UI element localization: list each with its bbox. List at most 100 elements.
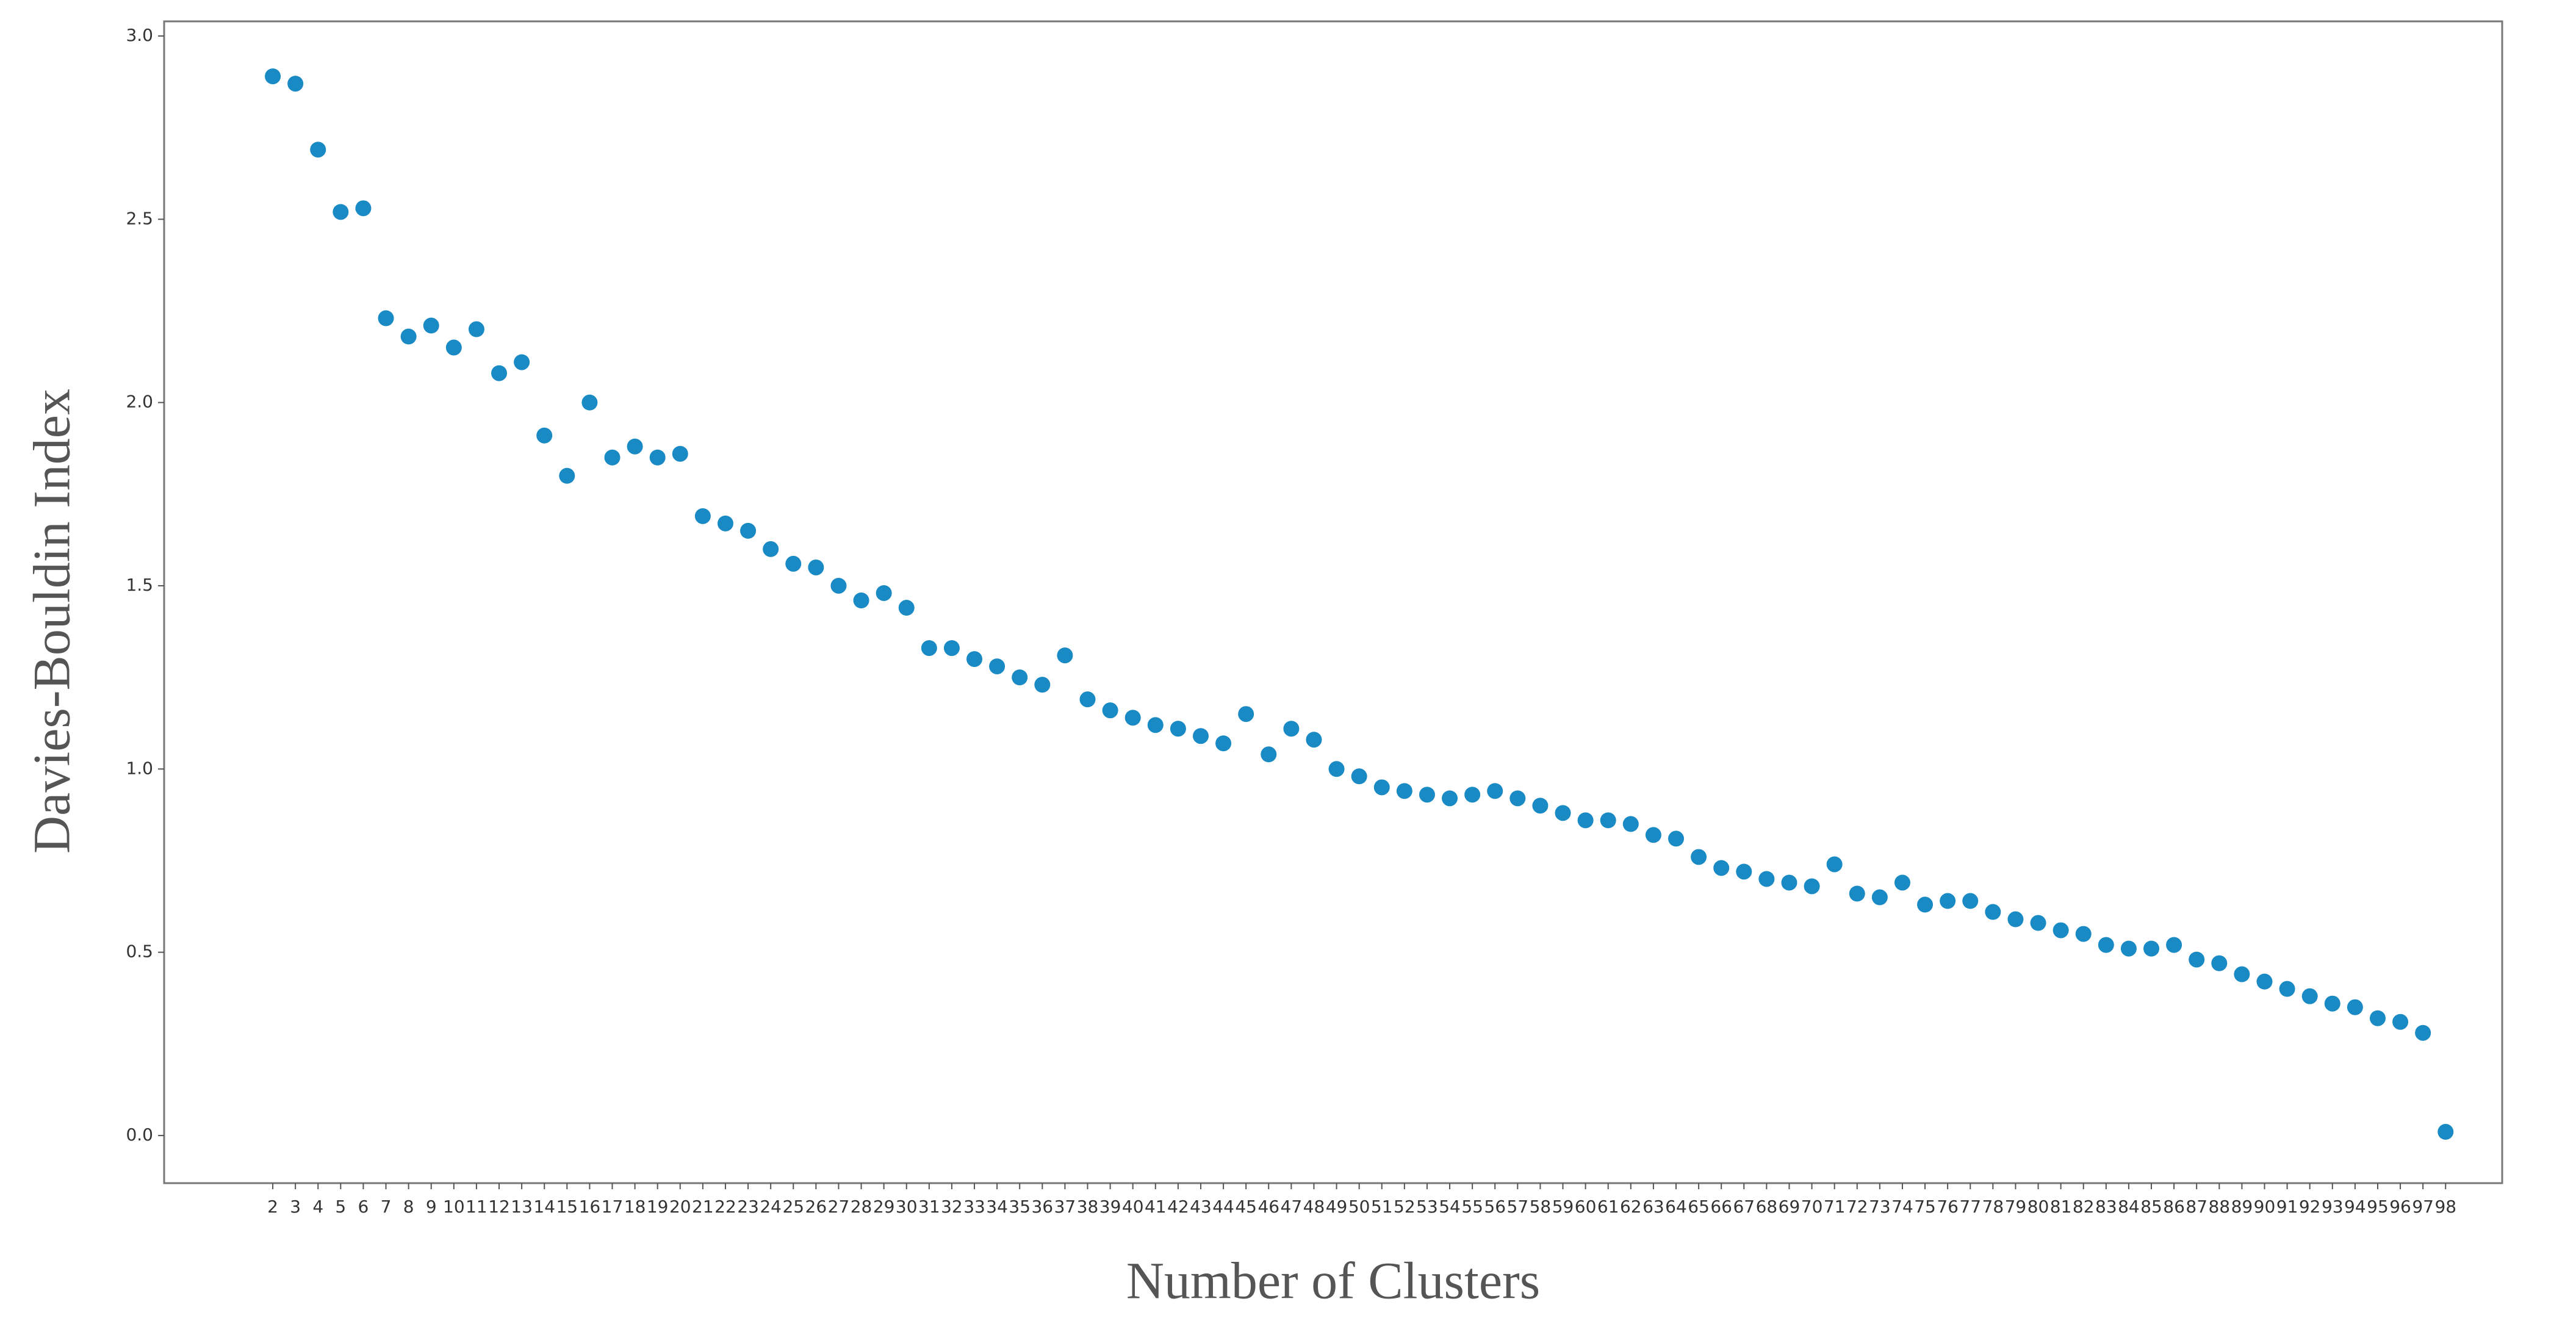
- point: [2143, 940, 2160, 957]
- point: [1261, 746, 1277, 763]
- y-tick-label: 0.0: [126, 1125, 153, 1145]
- x-tick-label: 10: [443, 1197, 465, 1217]
- x-tick-label: 81: [2050, 1197, 2072, 1217]
- x-tick-label: 40: [1122, 1197, 1144, 1217]
- point: [514, 354, 530, 370]
- x-tick-label: 51: [1371, 1197, 1393, 1217]
- point: [1668, 830, 1685, 847]
- y-axis-title: Davies-Bouldin Index: [23, 389, 81, 854]
- point: [1509, 790, 1526, 807]
- x-tick-label: 60: [1575, 1197, 1597, 1217]
- point: [2234, 966, 2250, 982]
- point: [1713, 860, 1730, 876]
- x-tick-label: 61: [1597, 1197, 1619, 1217]
- point: [2211, 955, 2228, 971]
- point: [1532, 798, 1549, 814]
- x-tick-label: 25: [782, 1197, 804, 1217]
- point: [1962, 893, 1979, 909]
- point: [1826, 856, 1843, 873]
- x-tick-label: 64: [1665, 1197, 1687, 1217]
- point: [1985, 904, 2001, 920]
- x-tick-label: 78: [1982, 1197, 2004, 1217]
- x-tick-label: 49: [1326, 1197, 1348, 1217]
- x-tick-label: 4: [312, 1197, 323, 1217]
- x-tick-label: 67: [1733, 1197, 1755, 1217]
- point: [1373, 779, 1390, 796]
- point: [763, 541, 779, 557]
- point: [1351, 768, 1367, 785]
- point: [445, 339, 462, 356]
- point: [1012, 669, 1028, 686]
- x-tick-label: 38: [1077, 1197, 1099, 1217]
- point: [491, 365, 508, 381]
- x-tick-label: 90: [2254, 1197, 2276, 1217]
- x-tick-label: 76: [1937, 1197, 1959, 1217]
- point: [1283, 721, 1300, 737]
- point: [1102, 702, 1118, 719]
- point: [853, 592, 869, 608]
- x-tick-label: 8: [403, 1197, 414, 1217]
- point: [1215, 735, 1232, 752]
- x-tick-label: 19: [647, 1197, 669, 1217]
- x-tick-label: 55: [1461, 1197, 1483, 1217]
- point: [1622, 816, 1639, 832]
- point: [2369, 1010, 2386, 1026]
- x-tick-label: 24: [760, 1197, 782, 1217]
- point: [2324, 995, 2340, 1012]
- point: [581, 394, 598, 411]
- x-tick-label: 83: [2095, 1197, 2117, 1217]
- x-tick-label: 56: [1484, 1197, 1506, 1217]
- x-tick-label: 36: [1031, 1197, 1053, 1217]
- y-tick-label: 2.5: [126, 208, 153, 228]
- x-tick-label: 54: [1439, 1197, 1461, 1217]
- x-tick-label: 94: [2344, 1197, 2366, 1217]
- x-tick-label: 52: [1394, 1197, 1416, 1217]
- point: [943, 640, 960, 657]
- point: [2030, 915, 2046, 931]
- x-tick-label: 33: [963, 1197, 985, 1217]
- x-tick-label: 27: [828, 1197, 850, 1217]
- x-tick-label: 34: [986, 1197, 1008, 1217]
- point: [2166, 937, 2182, 953]
- point: [694, 508, 711, 524]
- point: [1328, 761, 1345, 777]
- x-tick-label: 41: [1145, 1197, 1167, 1217]
- x-tick-label: 37: [1054, 1197, 1076, 1217]
- x-tick-label: 80: [2027, 1197, 2049, 1217]
- point: [1192, 728, 1209, 744]
- x-tick-label: 31: [918, 1197, 940, 1217]
- point: [876, 585, 892, 601]
- x-tick-label: 71: [1824, 1197, 1846, 1217]
- x-axis-title: Number of Clusters: [1126, 1251, 1540, 1310]
- x-tick-label: 96: [2389, 1197, 2411, 1217]
- point: [1645, 827, 1661, 843]
- point: [2347, 999, 2363, 1015]
- point: [1034, 677, 1051, 693]
- point: [1940, 893, 1956, 909]
- point: [1781, 874, 1797, 891]
- y-tick-label: 3.0: [126, 25, 153, 45]
- x-tick-label: 97: [2412, 1197, 2434, 1217]
- x-tick-label: 46: [1257, 1197, 1279, 1217]
- x-tick-label: 15: [556, 1197, 578, 1217]
- x-tick-label: 32: [941, 1197, 963, 1217]
- x-tick-label: 86: [2163, 1197, 2185, 1217]
- y-tick-label: 1.5: [126, 575, 153, 595]
- point: [604, 449, 621, 466]
- x-tick-label: 85: [2140, 1197, 2162, 1217]
- x-tick-label: 50: [1348, 1197, 1370, 1217]
- point: [536, 427, 553, 444]
- point: [2007, 911, 2024, 927]
- point: [2392, 1014, 2409, 1030]
- x-tick-label: 66: [1710, 1197, 1732, 1217]
- x-tick-label: 95: [2367, 1197, 2389, 1217]
- point: [1871, 889, 1888, 906]
- point: [1079, 691, 1096, 708]
- x-tick-label: 87: [2186, 1197, 2207, 1217]
- x-tick-label: 88: [2208, 1197, 2230, 1217]
- y-tick-label: 1.0: [126, 758, 153, 778]
- point: [468, 321, 484, 337]
- x-tick-label: 73: [1869, 1197, 1891, 1217]
- point: [966, 651, 983, 668]
